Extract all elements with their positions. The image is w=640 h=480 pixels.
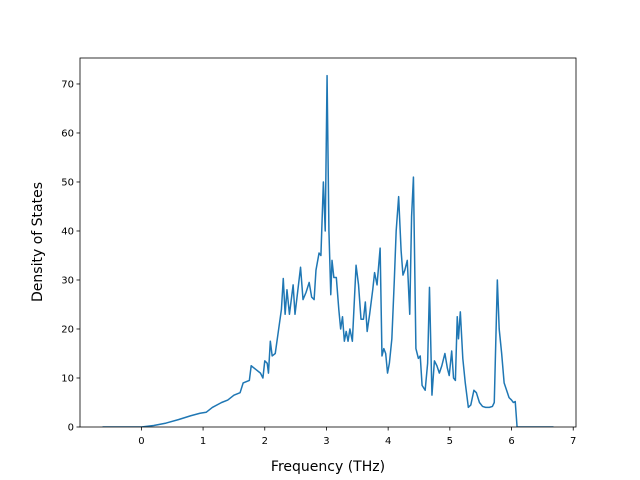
y-tick-label: 40 — [61, 226, 74, 237]
x-tick-label: 3 — [323, 436, 329, 447]
x-tick-label: 6 — [508, 436, 514, 447]
line — [102, 74, 554, 427]
y-tick-label: 0 — [68, 423, 74, 434]
x-tick-label: 4 — [385, 436, 391, 447]
x-axis-label: Frequency (THz) — [271, 459, 385, 475]
y-axis-label: Density of States — [30, 182, 46, 302]
axes-frame — [79, 57, 577, 428]
y-tick-label: 20 — [61, 324, 74, 335]
x-tick-label: 7 — [570, 436, 576, 447]
y-tick-label: 10 — [61, 373, 74, 384]
y-tick-label: 50 — [61, 177, 74, 188]
y-tick-label: 70 — [61, 79, 74, 90]
x-tick-label: 5 — [447, 436, 453, 447]
x-tick-label: 1 — [200, 436, 206, 447]
x-tick-label: 0 — [138, 436, 144, 447]
y-tick-label: 30 — [61, 275, 74, 286]
y-tick-label: 60 — [61, 128, 74, 139]
x-tick-label: 2 — [262, 436, 268, 447]
